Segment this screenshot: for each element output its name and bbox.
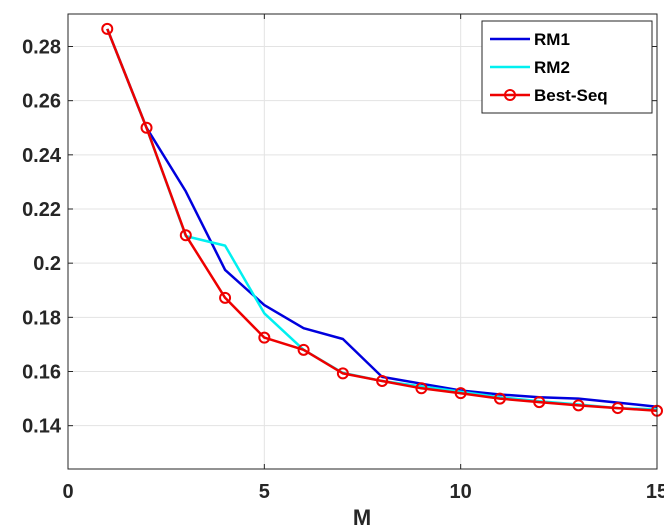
data-point-best-seq (297, 343, 310, 356)
data-point-best-seq (493, 392, 506, 405)
y-tick-label: 0.16 (22, 362, 61, 384)
data-point-best-seq (219, 291, 232, 304)
data-point-best-seq (376, 374, 389, 387)
x-tick-label: 10 (450, 481, 472, 503)
x-tick-label: 15 (646, 481, 664, 503)
y-tick-label: 0.24 (22, 145, 62, 167)
plot-frame (67, 13, 658, 470)
data-point-best-seq (533, 396, 546, 409)
y-tick-label: 0.28 (22, 37, 61, 59)
legend: RM1 RM2 Best-Seq (481, 20, 653, 114)
x-axis-label: M (353, 505, 371, 529)
tick-labels: 0 5 10 15 0.14 0.16 0.18 0.2 0.22 0.24 0.26 0.28 (22, 14, 664, 503)
legend-marker-best-seq (504, 89, 516, 101)
data-point-best-seq (454, 387, 467, 400)
x-tick-label: 0 (62, 481, 73, 503)
data-point-best-seq (572, 399, 585, 412)
legend-label-rm1: RM1 (534, 30, 570, 49)
data-point-best-seq (611, 402, 624, 415)
y-tick-label: 0.26 (22, 91, 61, 113)
data-point-best-seq (140, 121, 153, 134)
data-point-best-seq (179, 229, 192, 242)
x-tick-label: 5 (259, 481, 270, 503)
data-point-best-seq (258, 331, 271, 344)
y-tick-label: 0.14 (22, 416, 62, 438)
legend-label-rm2: RM2 (534, 58, 570, 77)
series-layer (101, 22, 663, 417)
y-tick-label: 0.2 (33, 253, 61, 275)
series-line-best-seq (106, 28, 658, 413)
data-point-best-seq (336, 367, 349, 380)
data-point-best-seq (101, 22, 114, 35)
data-point-best-seq (415, 382, 428, 395)
legend-label-best-seq: Best-Seq (534, 86, 608, 105)
y-tick-label: 0.22 (22, 199, 61, 221)
y-tick-label: 0.18 (22, 307, 61, 329)
